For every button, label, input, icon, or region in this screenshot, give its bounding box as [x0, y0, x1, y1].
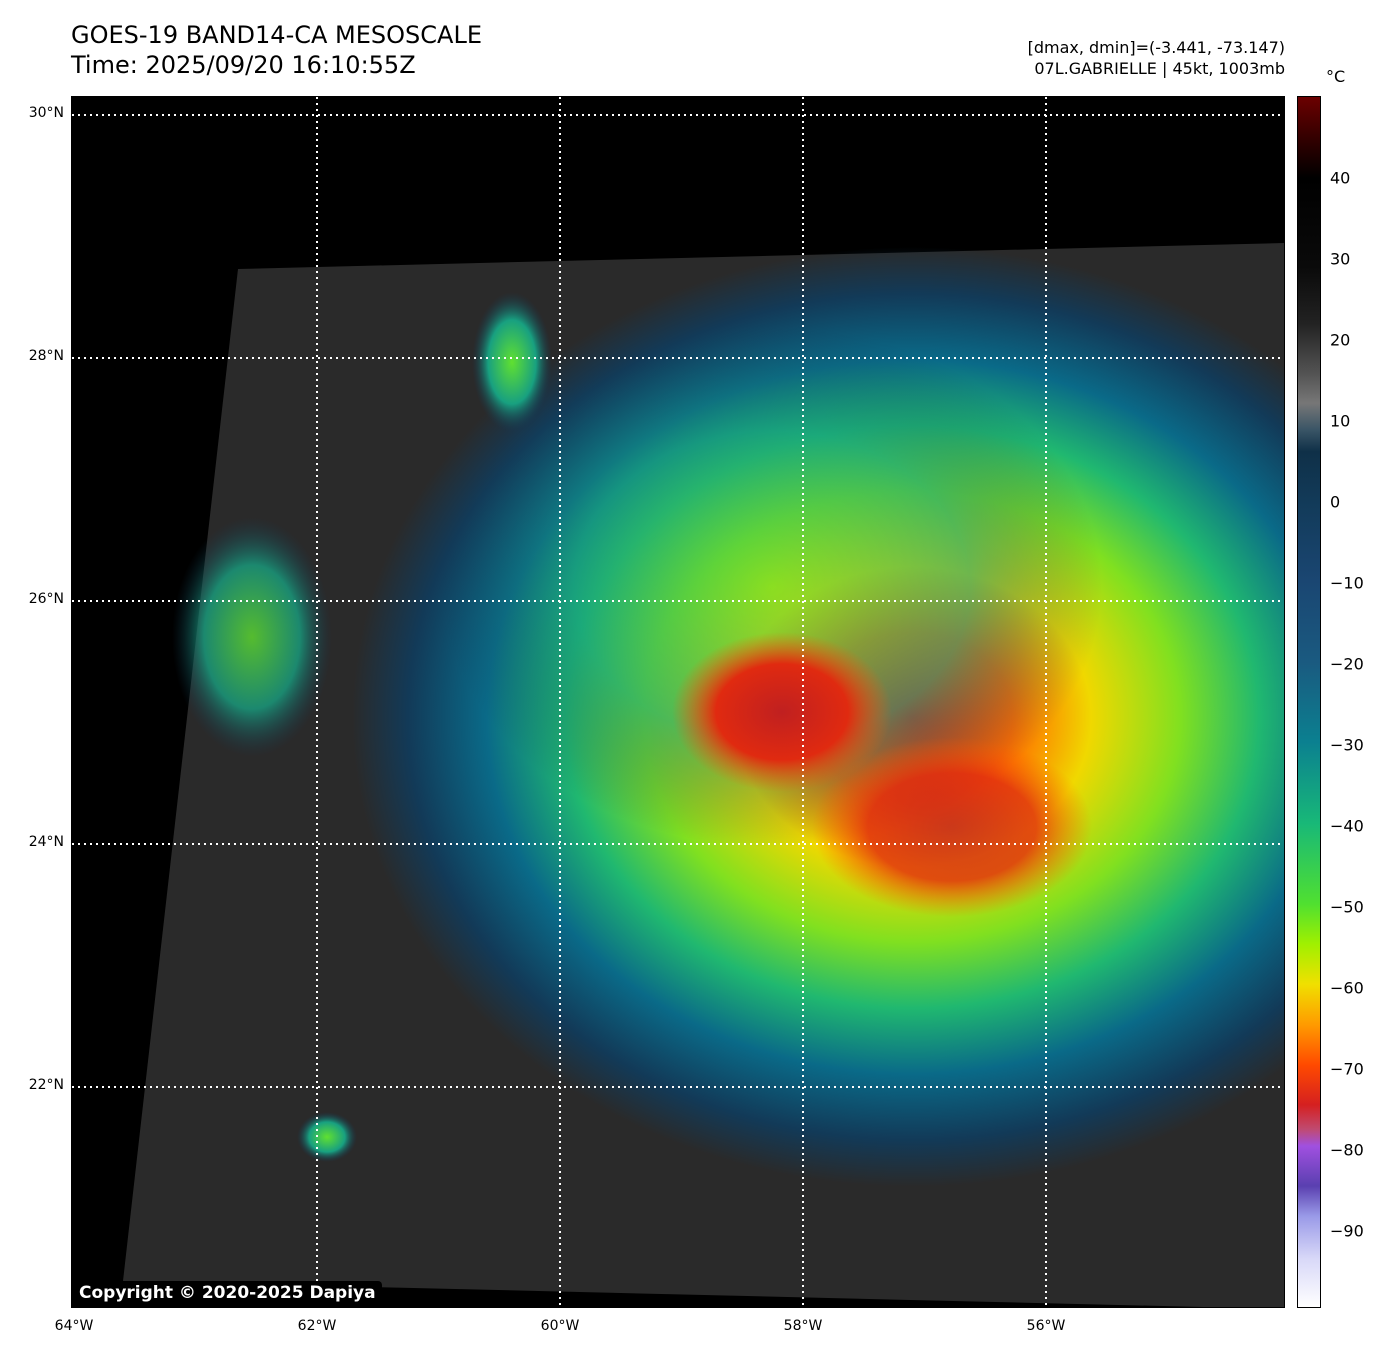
colorbar-tick: 20 [1330, 330, 1351, 350]
colorbar-tick: 0 [1330, 492, 1341, 512]
lon-label: 64°W [54, 1318, 94, 1334]
lat-label: 28°N [28, 348, 64, 364]
ir-imagery [72, 97, 1284, 1307]
lat-label: 22°N [28, 1077, 64, 1093]
storm-core [672, 632, 892, 792]
colorbar-tick: −80 [1330, 1140, 1364, 1160]
lat-label: 30°N [28, 105, 64, 121]
northern-cloud [472, 292, 552, 432]
lon-label: 56°W [1026, 1318, 1066, 1334]
map-time: Time: 2025/09/20 16:10:55Z [71, 51, 416, 79]
colorbar-tick: 10 [1330, 411, 1351, 431]
colorbar-unit: °C [1326, 67, 1346, 86]
lon-label: 60°W [540, 1318, 580, 1334]
satellite-image [71, 96, 1285, 1308]
colorbar-tick: −30 [1330, 735, 1364, 755]
colorbar-tick: −10 [1330, 573, 1364, 593]
colorbar-tick: −90 [1330, 1221, 1364, 1241]
lat-label: 26°N [28, 591, 64, 607]
colorbar-tick: 30 [1330, 249, 1351, 269]
storm-info: 07L.GABRIELLE | 45kt, 1003mb [1034, 59, 1285, 78]
lon-label: 62°W [297, 1318, 337, 1334]
colorbar-tick: −50 [1330, 897, 1364, 917]
western-cloud [172, 517, 332, 757]
data-range: [dmax, dmin]=(-3.441, -73.147) [1027, 38, 1285, 57]
southern-cloud [297, 1112, 357, 1162]
colorbar-tick: −40 [1330, 816, 1364, 836]
rainband [442, 327, 1102, 847]
lon-label: 58°W [783, 1318, 823, 1334]
colorbar-tick: −60 [1330, 978, 1364, 998]
colorbar [1297, 96, 1321, 1308]
colorbar-tick: −20 [1330, 654, 1364, 674]
convective-cluster [812, 737, 1092, 917]
copyright-label: Copyright © 2020-2025 Dapiya [73, 1281, 382, 1305]
lat-label: 24°N [28, 834, 64, 850]
colorbar-tick: 40 [1330, 168, 1351, 188]
colorbar-tick: −70 [1330, 1059, 1364, 1079]
graticule [72, 97, 1284, 1307]
map-title: GOES-19 BAND14-CA MESOSCALE [71, 21, 482, 49]
